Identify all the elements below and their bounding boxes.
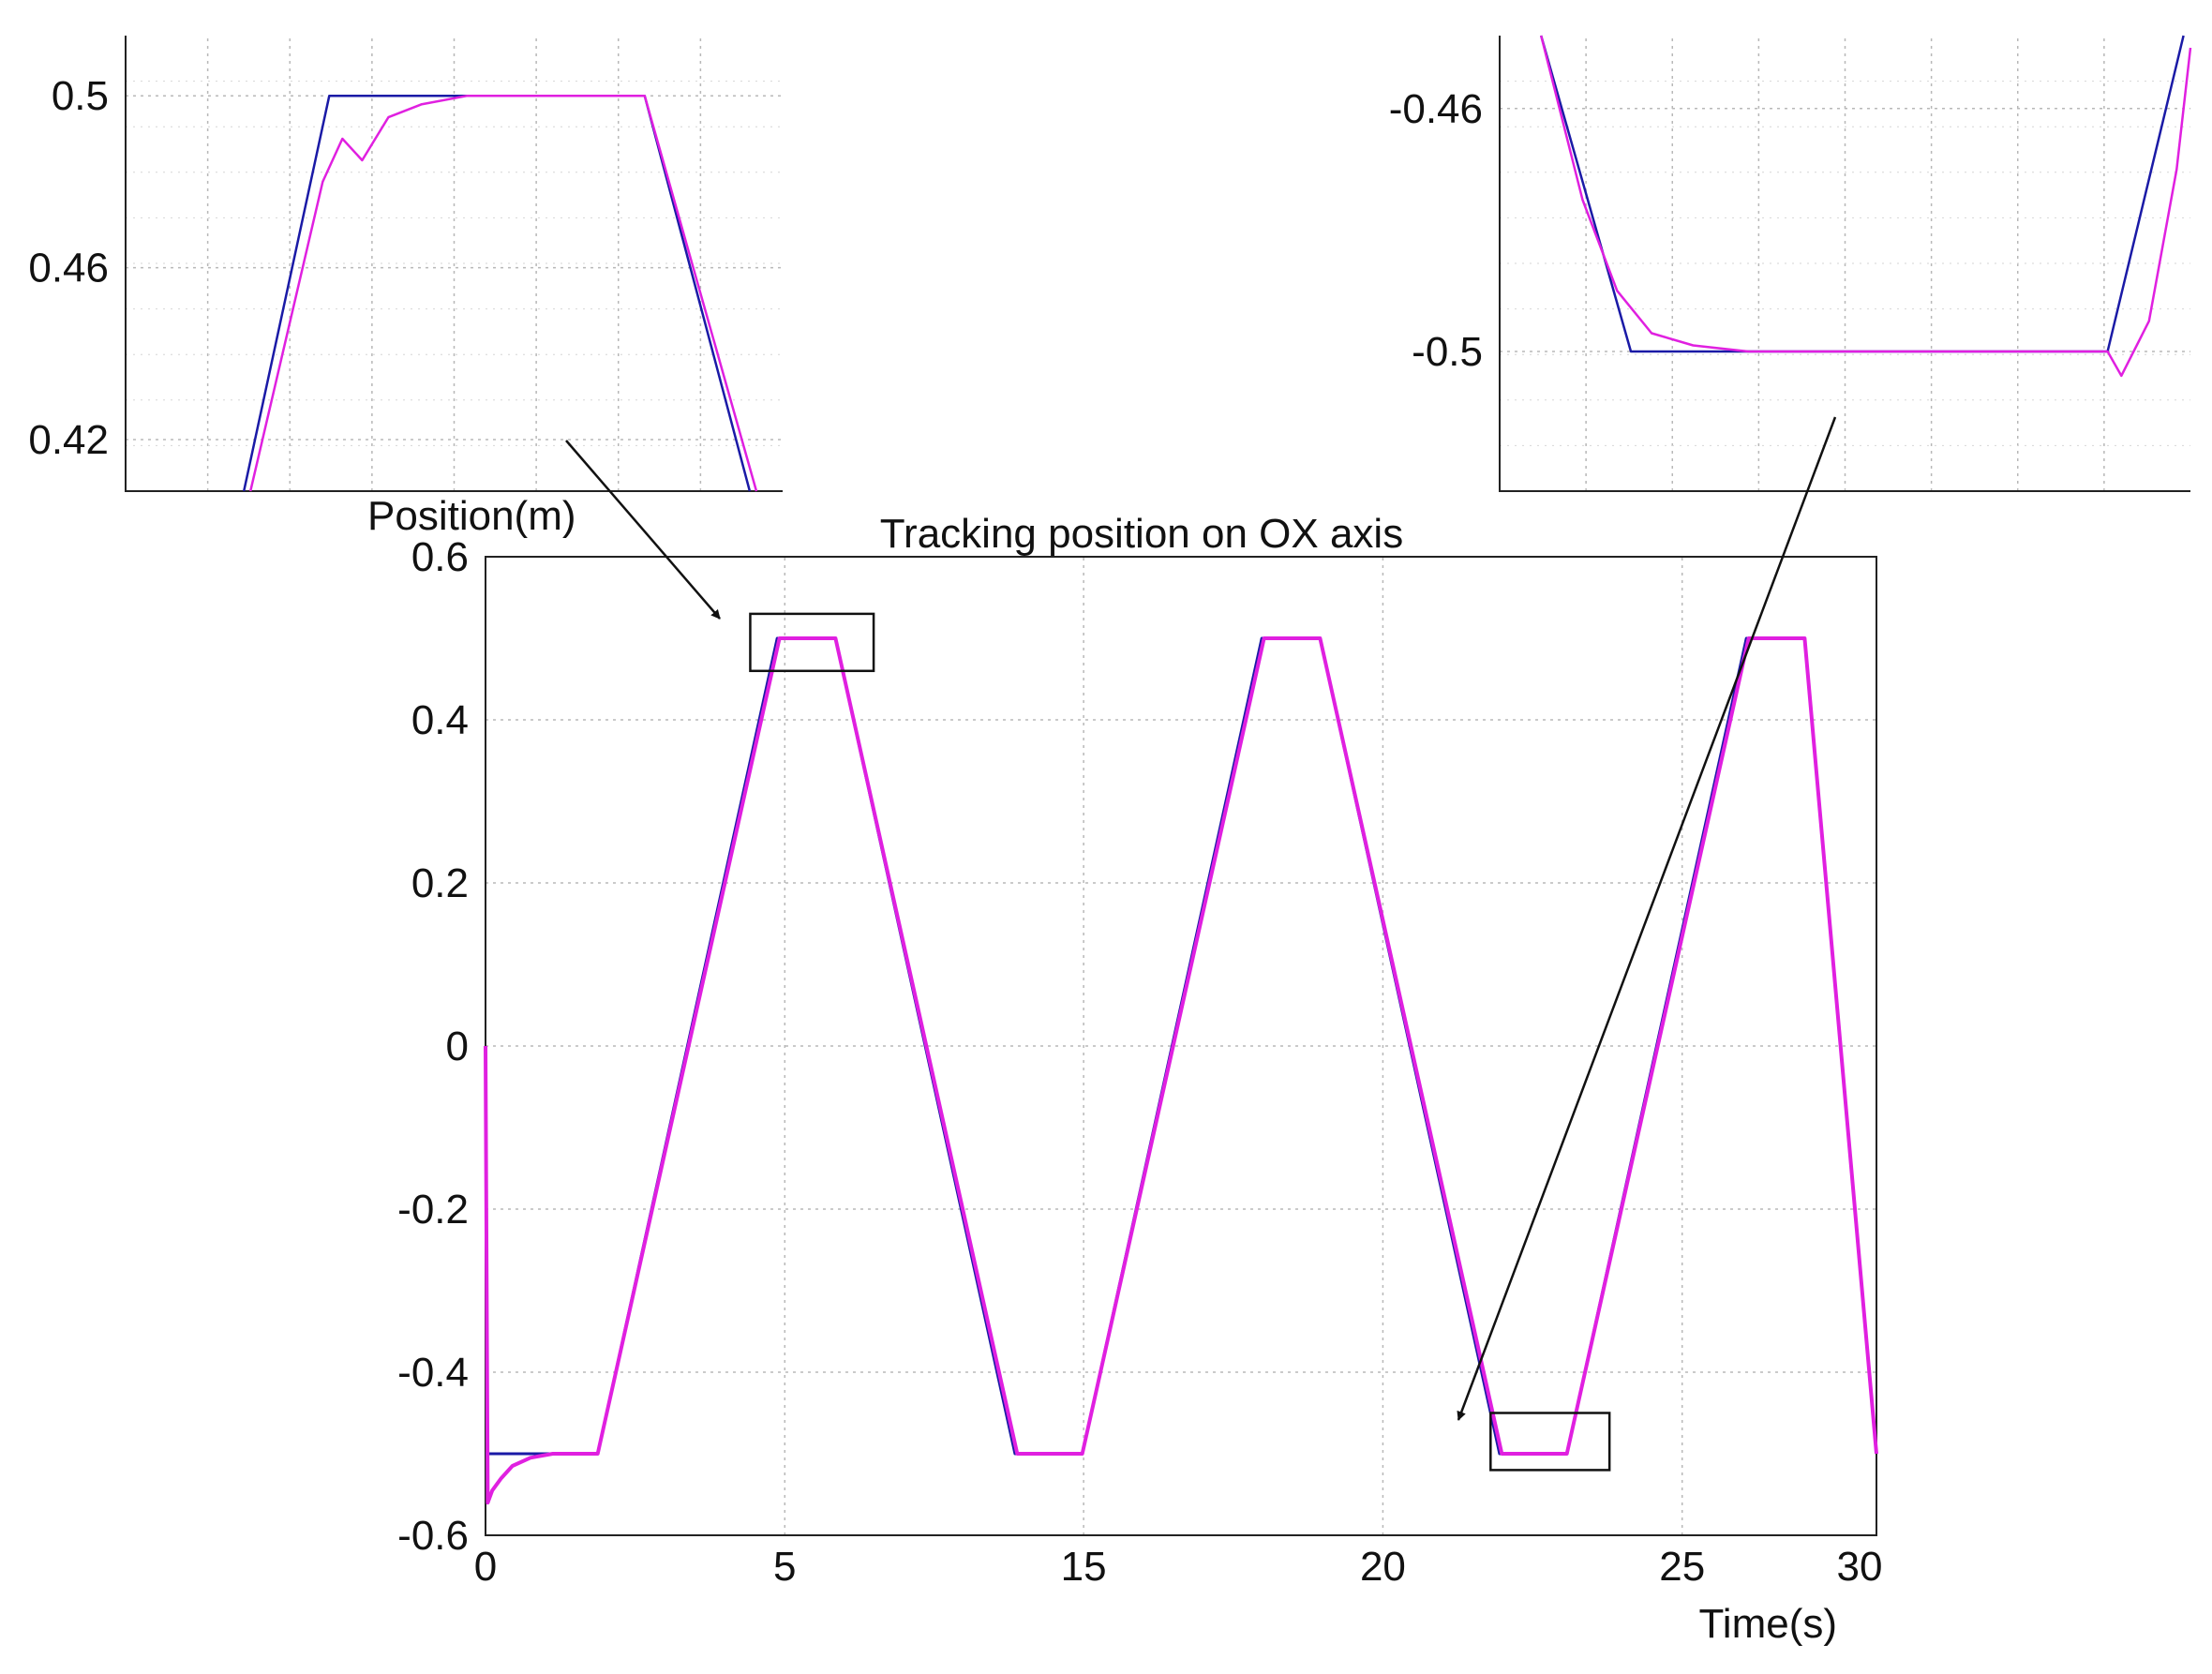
main-x-tick-label: 5 bbox=[773, 1544, 796, 1590]
inset-top-peak-y-tick-label: 0.46 bbox=[28, 246, 109, 291]
zoom-box bbox=[1489, 1412, 1611, 1472]
main-y-tick-label: -0.2 bbox=[397, 1187, 469, 1233]
inset-bottom-valley-grid bbox=[1500, 36, 2190, 491]
main-y-tick-label: 0.4 bbox=[411, 697, 469, 743]
main-x-tick-label: 20 bbox=[1360, 1544, 1406, 1590]
inset-bottom-valley-y-tick-label: -0.46 bbox=[1389, 86, 1483, 132]
inset-bottom-valley-series bbox=[1539, 35, 2192, 378]
main-series-line-reference bbox=[486, 636, 1878, 1456]
inset-top-peak-series bbox=[242, 94, 758, 492]
inset-top-peak-axes bbox=[125, 36, 783, 492]
inset-bottom-valley: -0.46 -0.5 bbox=[1389, 35, 2192, 492]
main-y-tick-label: 0.6 bbox=[411, 534, 469, 580]
main-x-tick-label: 30 bbox=[1837, 1544, 1883, 1590]
inset-top-peak-series-line-reference bbox=[242, 94, 752, 492]
main-x-axis-label: Time(s) bbox=[1699, 1601, 1837, 1647]
callout-arrow-peak bbox=[565, 440, 721, 620]
inset-top-peak-y-tick-label: 0.42 bbox=[28, 417, 109, 463]
main-grid bbox=[486, 556, 1876, 1536]
callout-arrow-valley bbox=[1457, 416, 1837, 1421]
main-ticks: 0.60.40.20-0.2-0.4-0.60 5 15 20 25 30 bbox=[397, 534, 1882, 1590]
main-x-tick-label: 25 bbox=[1659, 1544, 1705, 1590]
inset-bottom-valley-series-line-actual bbox=[1539, 35, 2192, 378]
main-y-tick-label: -0.6 bbox=[397, 1513, 469, 1559]
main-y-tick-label: -0.4 bbox=[397, 1350, 469, 1396]
inset-bottom-valley-axes bbox=[1499, 36, 2190, 492]
main-series bbox=[484, 636, 1878, 1505]
main-series-line-actual bbox=[484, 636, 1878, 1505]
inset-top-peak-grid bbox=[126, 36, 783, 491]
zoom-box bbox=[749, 612, 875, 673]
main-x-tick-label: 15 bbox=[1061, 1544, 1107, 1590]
main-plot-frame bbox=[485, 556, 1877, 1536]
inset-top-peak-ticks: 0.5 0.46 0.42 bbox=[28, 73, 109, 463]
main-y-axis-label: Position(m) bbox=[367, 493, 576, 539]
main-y-tick-label: 0.2 bbox=[411, 860, 469, 906]
zoom-boxes bbox=[749, 612, 1611, 1472]
main-title: Tracking position on OX axis bbox=[880, 511, 1403, 557]
main-x-tick-label: 0 bbox=[474, 1544, 497, 1590]
main-chart: Tracking position on OX axis Position(m)… bbox=[367, 493, 1882, 1647]
inset-bottom-valley-series-line-reference bbox=[1539, 35, 2185, 353]
inset-bottom-valley-y-tick-label: -0.5 bbox=[1412, 329, 1483, 375]
inset-bottom-valley-ticks: -0.46 -0.5 bbox=[1389, 86, 1483, 375]
inset-top-peak-series-line-actual bbox=[248, 94, 758, 492]
main-y-tick-label: 0 bbox=[446, 1024, 469, 1069]
inset-top-peak: 0.5 0.46 0.42 bbox=[28, 36, 783, 492]
inset-top-peak-y-tick-label: 0.5 bbox=[52, 73, 109, 119]
